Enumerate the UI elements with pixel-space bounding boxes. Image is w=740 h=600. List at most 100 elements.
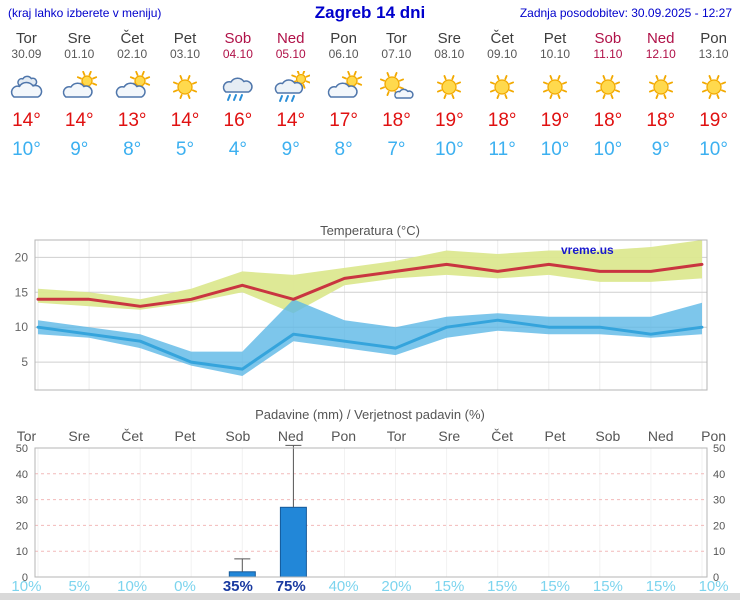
day-column-čet-09.10[interactable]: Čet 09.10 18° 11°	[476, 30, 529, 161]
precip-probability: 75%	[275, 578, 306, 595]
day-date: 06.10	[328, 47, 359, 61]
precip-day-label: Pon	[701, 428, 727, 444]
svg-text:30: 30	[713, 495, 725, 507]
day-min-temp: 5°	[175, 139, 195, 160]
sunny-weather-icon	[476, 71, 529, 105]
day-column-čet-02.10[interactable]: Čet 02.10 13° 8°	[106, 30, 159, 161]
precip-probability: 15%	[592, 578, 623, 595]
day-date: 02.10	[117, 47, 148, 61]
precip-day-label: Sob	[225, 428, 251, 444]
day-column-tor-30.09[interactable]: Tor 30.09 14° 10°	[0, 30, 53, 161]
day-min-temp: 10°	[593, 139, 623, 160]
day-min-temp: 9°	[651, 139, 670, 160]
day-max-temp: 18°	[646, 110, 676, 131]
rain-weather-icon	[211, 71, 264, 105]
svg-text:20: 20	[713, 520, 725, 532]
svg-text:15: 15	[15, 285, 29, 299]
day-name: Ned	[276, 30, 305, 47]
day-name: Sob	[224, 30, 252, 47]
svg-text:10: 10	[15, 320, 29, 334]
precip-probability: 15%	[434, 578, 465, 595]
partly-weather-icon	[317, 70, 370, 105]
day-column-pon-13.10[interactable]: Pon 13.10 19° 10°	[687, 30, 740, 161]
day-date: 04.10	[222, 47, 253, 61]
watermark-link[interactable]: vreme.us	[561, 243, 614, 257]
sunny-weather-icon	[687, 71, 740, 105]
temperature-chart: 5 10 15 20	[15, 239, 708, 391]
day-column-pet-10.10[interactable]: Pet 10.10 19° 10°	[529, 30, 582, 161]
day-name: Čet	[120, 30, 144, 47]
day-max-temp: 14°	[276, 110, 306, 131]
forecast-days-row: Tor 30.09 14° 10° Sre 01.10 14° 9° Čet 02.10 13° 8°…	[0, 30, 740, 161]
day-max-temp: 18°	[593, 110, 623, 131]
day-min-temp: 11°	[488, 139, 516, 160]
day-min-temp: 8°	[123, 139, 142, 160]
day-column-pet-03.10[interactable]: Pet 03.10 14° 5°	[159, 30, 212, 161]
sunny-weather-icon	[581, 71, 634, 105]
day-name: Sob	[594, 30, 622, 47]
day-min-temp: 10°	[699, 139, 728, 160]
day-name: Sre	[67, 30, 91, 47]
day-column-pon-06.10[interactable]: Pon 06.10 17° 8°	[317, 30, 370, 161]
day-column-sre-01.10[interactable]: Sre 01.10 14° 9°	[53, 30, 106, 161]
horizontal-scrollbar[interactable]	[0, 593, 740, 600]
day-max-temp: 14°	[12, 110, 41, 131]
day-min-temp: 9°	[281, 139, 300, 160]
day-name: Pet	[543, 30, 567, 47]
day-name: Tor	[386, 30, 407, 47]
precip-probability: 20%	[381, 578, 412, 595]
day-column-sre-08.10[interactable]: Sre 08.10 19° 10°	[423, 30, 476, 161]
precipitation-chart: 0 0 10 10 20 20 30 30 40 40 50 50	[16, 443, 726, 583]
precip-day-label: Pet	[174, 428, 196, 444]
sunny-weather-icon	[634, 71, 687, 105]
day-max-temp: 14°	[64, 110, 94, 131]
day-date: 07.10	[381, 47, 412, 61]
precip-probability: 0%	[174, 578, 196, 595]
day-date: 13.10	[698, 47, 729, 61]
day-column-ned-12.10[interactable]: Ned 12.10 18° 9°	[634, 30, 687, 161]
svg-text:20: 20	[15, 250, 29, 264]
rain-sun-weather-icon	[264, 69, 317, 105]
day-max-temp: 19°	[699, 110, 728, 131]
day-date: 09.10	[487, 47, 518, 61]
day-max-temp: 18°	[382, 110, 411, 131]
day-column-ned-05.10[interactable]: Ned 05.10 14° 9°	[264, 30, 317, 161]
day-date: 10.10	[540, 47, 571, 61]
day-min-temp: 10°	[12, 139, 41, 160]
day-date: 05.10	[275, 47, 306, 61]
precip-probability: 15%	[645, 578, 676, 595]
precip-probability: 15%	[487, 578, 518, 595]
mostly-sunny-weather-icon	[370, 71, 423, 105]
menu-hint: (kraj lahko izberete v meniju)	[8, 6, 162, 20]
day-max-temp: 16°	[223, 110, 253, 131]
day-max-temp: 18°	[487, 110, 517, 131]
day-min-temp: 4°	[228, 139, 247, 160]
day-name: Čet	[490, 30, 514, 47]
sunny-weather-icon	[423, 71, 476, 105]
precip-day-label: Pet	[544, 428, 566, 444]
precip-probability: 10%	[698, 578, 729, 595]
day-max-temp: 19°	[434, 110, 464, 131]
temperature-chart-title: Temperatura (°C)	[320, 223, 420, 238]
svg-text:40: 40	[16, 469, 28, 481]
precip-day-labels-row: Tor Sre Čet Pet Sob Ned Pon Tor Sre Čet Pet Sob Ned P…	[0, 428, 740, 444]
day-name: Ned	[646, 30, 675, 47]
day-column-tor-07.10[interactable]: Tor 07.10 18° 7°	[370, 30, 423, 161]
svg-text:40: 40	[713, 469, 725, 481]
precip-probability: 15%	[540, 578, 571, 595]
precip-day-label: Ned	[647, 428, 674, 444]
last-updated: Zadnja posodobitev: 30.09.2025 - 12:27	[519, 6, 732, 20]
day-min-temp: 8°	[334, 139, 353, 160]
day-column-sob-04.10[interactable]: Sob 04.10 16° 4°	[211, 30, 264, 161]
day-date: 30.09	[11, 47, 42, 61]
day-min-temp: 7°	[387, 139, 406, 160]
partly-weather-icon	[106, 70, 159, 105]
day-min-temp: 10°	[434, 139, 464, 160]
day-min-temp: 9°	[70, 139, 89, 160]
day-max-temp: 17°	[329, 110, 358, 131]
sunny-weather-icon	[529, 71, 582, 105]
partly-weather-icon	[53, 70, 106, 105]
day-name: Sre	[437, 30, 461, 47]
day-min-temp: 10°	[540, 139, 570, 160]
day-column-sob-11.10[interactable]: Sob 11.10 18° 10°	[581, 30, 634, 161]
